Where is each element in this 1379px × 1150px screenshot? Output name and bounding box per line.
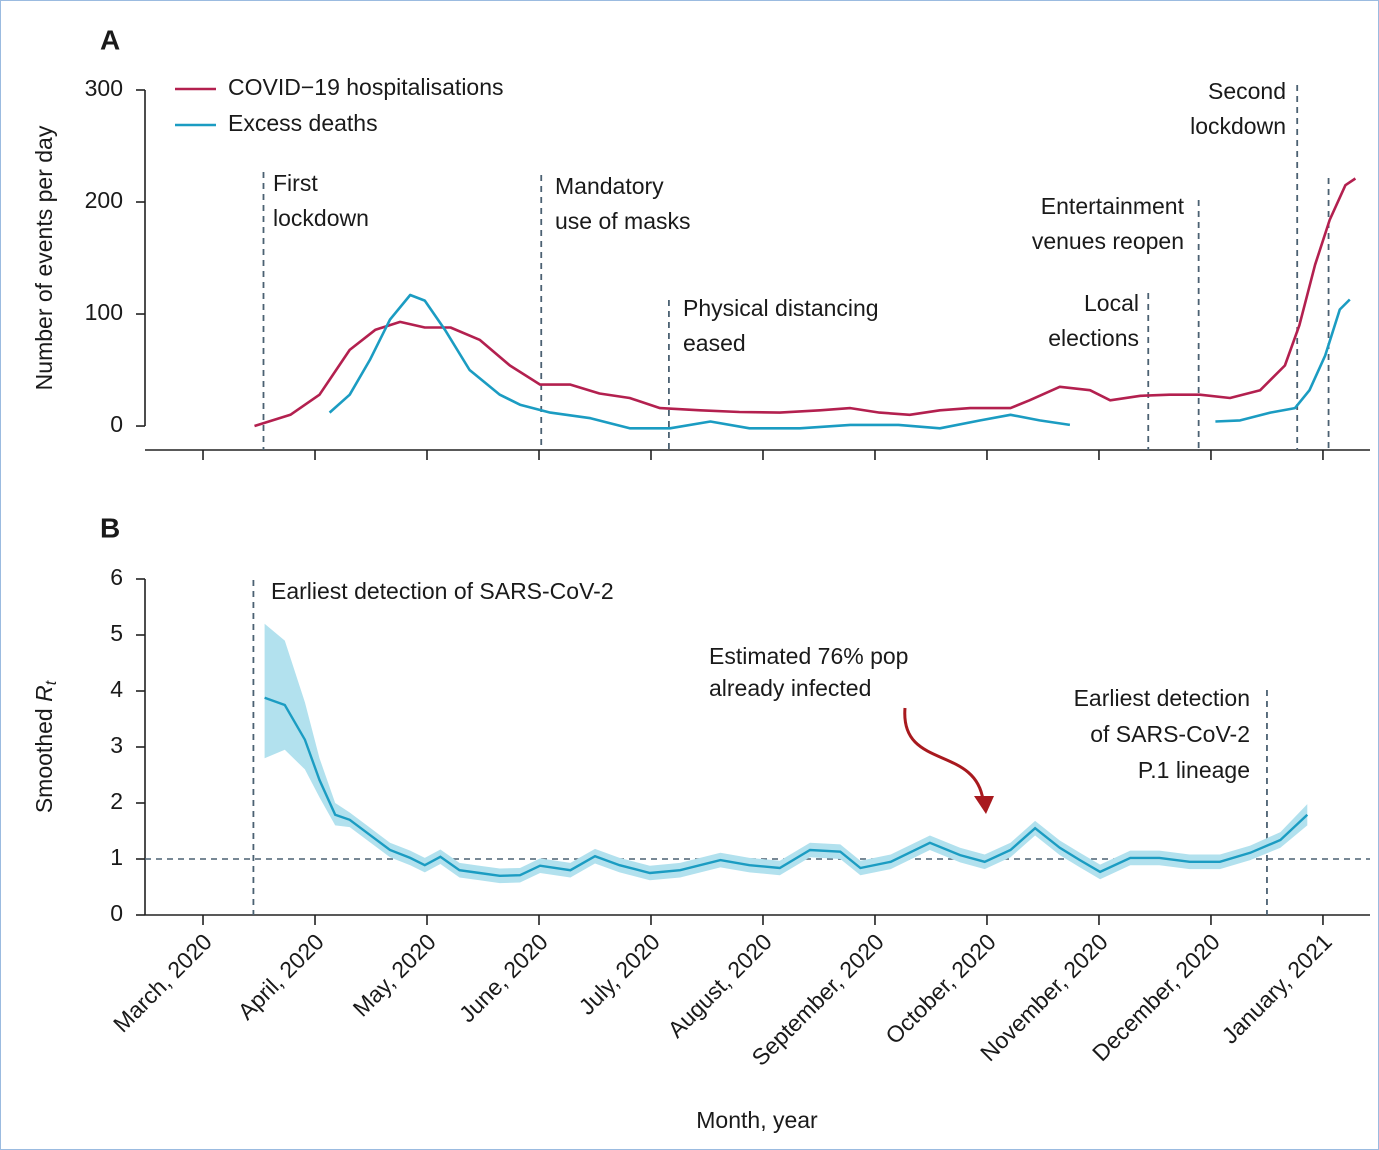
y-tick-label: 6 [110, 564, 123, 590]
y-axis-label-text: Smoothed [31, 708, 57, 813]
event-label: Entertainment [1041, 193, 1185, 219]
y-tick-label: 300 [85, 75, 123, 101]
series-line [328, 293, 1351, 430]
y-tick-label: 1 [110, 844, 123, 870]
series-line [264, 696, 1309, 878]
annotation-arrow [903, 707, 985, 801]
x-axis-label: Month, year [696, 1107, 818, 1133]
event-label: lockdown [273, 205, 369, 231]
event-label: eased [683, 330, 746, 356]
confidence-band [264, 623, 1308, 884]
event-label: of SARS-CoV-2 [1090, 721, 1250, 747]
panel-label: A [100, 24, 120, 55]
annotation-text: Estimated 76% pop [709, 643, 908, 669]
event-label: use of masks [555, 208, 691, 234]
event-label: Earliest detection [1074, 685, 1250, 711]
event-label: Local [1084, 290, 1139, 316]
annotation-text: already infected [709, 675, 871, 701]
y-axis-label-symbol: R [31, 685, 57, 702]
event-label: Second [1208, 78, 1286, 104]
series-line [254, 177, 1357, 428]
annotation-arrowhead [974, 796, 994, 814]
panel-label: B [100, 512, 120, 543]
y-tick-label: 4 [110, 676, 123, 702]
y-tick-label: 100 [85, 299, 123, 325]
event-label: lockdown [1190, 113, 1286, 139]
y-tick-label: 0 [110, 411, 123, 437]
event-label: P.1 lineage [1138, 757, 1250, 783]
y-tick-label: 5 [110, 620, 123, 646]
legend-label: Excess deaths [228, 110, 378, 136]
legend-label: COVID−19 hospitalisations [228, 74, 504, 100]
y-axis-label-subscript: t [43, 680, 60, 685]
y-tick-label: 200 [85, 187, 123, 213]
y-tick-label: 3 [110, 732, 123, 758]
y-axis-label: Smoothed Rt [31, 680, 60, 813]
event-label: venues reopen [1032, 228, 1184, 254]
event-label: elections [1048, 325, 1139, 351]
event-label: First [273, 170, 318, 196]
y-tick-label: 0 [110, 900, 123, 926]
y-axis-label: Number of events per day [31, 125, 57, 390]
y-tick-label: 2 [110, 788, 123, 814]
event-label: Earliest detection of SARS-CoV-2 [271, 578, 614, 604]
event-label: Mandatory [555, 173, 664, 199]
event-label: Physical distancing [683, 295, 879, 321]
